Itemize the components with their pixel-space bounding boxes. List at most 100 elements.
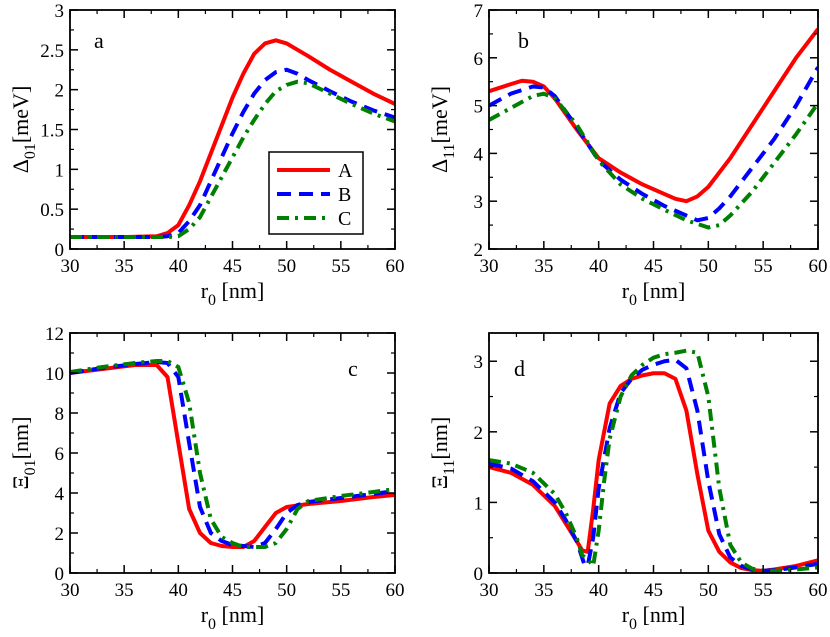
y-tick-label: 0 [55, 564, 65, 585]
x-tick-label: 50 [699, 256, 718, 277]
x-axis-title-sub: 0 [208, 616, 216, 633]
y-tick-label: 0 [474, 564, 484, 585]
y-axis-title: Ξ11[nm] [427, 417, 458, 489]
x-tick-label: 45 [223, 580, 242, 601]
x-tick-label: 50 [277, 580, 296, 601]
x-axis-title-unit: [nm] [637, 278, 685, 303]
y-tick-label: 2 [474, 423, 484, 444]
x-axis-title-main: r [622, 278, 630, 303]
y-tick-label: 10 [45, 364, 64, 385]
panel-label: c [348, 356, 358, 381]
x-tick-label: 40 [589, 580, 608, 601]
x-tick-label: 35 [534, 580, 553, 601]
y-tick-label: 2 [55, 81, 65, 102]
x-tick-label: 40 [589, 256, 608, 277]
y-axis-title: Ξ01[nm] [8, 417, 39, 490]
legend-label-c: C [338, 208, 351, 230]
y-tick-label: 1 [474, 493, 484, 514]
y-axis-title-unit: [meV] [427, 86, 452, 143]
y-axis-title-unit: [meV] [8, 86, 33, 143]
y-axis-title-main: Δ [8, 159, 33, 173]
y-axis-title-main: Ξ [427, 475, 452, 489]
x-tick-label: 45 [223, 256, 242, 277]
x-tick-label: 40 [169, 256, 188, 277]
x-tick-label: 60 [809, 580, 828, 601]
series-group [489, 27, 818, 230]
x-axis-title-main: r [201, 602, 209, 627]
x-axis-title-unit: [nm] [637, 602, 685, 627]
y-tick-label: 6 [55, 444, 65, 465]
x-axis-title-main: r [622, 602, 630, 627]
series-line-c [489, 348, 818, 573]
y-tick-label: 3 [474, 192, 484, 213]
y-tick-label: 6 [474, 49, 484, 70]
series-line-a [489, 371, 818, 573]
series-line-c [70, 359, 395, 549]
legend: ABC [268, 151, 364, 235]
y-tick-label: 2 [474, 240, 484, 261]
x-axis-title-main: r [201, 278, 209, 303]
panel-label: a [94, 28, 104, 53]
y-tick-label: 7 [474, 1, 484, 22]
series-line-b [489, 66, 818, 223]
y-axis-title: Δ01[meV] [8, 86, 39, 174]
y-tick-label: 0.5 [40, 200, 64, 221]
legend-label-a: A [338, 160, 353, 182]
y-axis-title-unit: [nm] [8, 417, 33, 460]
y-tick-label: 1 [55, 160, 65, 181]
series-group [70, 38, 395, 240]
x-tick-label: 30 [480, 580, 499, 601]
x-axis-title-unit: [nm] [216, 602, 264, 627]
x-axis-title-sub: 0 [208, 292, 216, 309]
y-tick-label: 0 [55, 240, 65, 261]
x-axis-title-sub: 0 [629, 616, 637, 633]
x-tick-label: 35 [115, 580, 134, 601]
x-tick-label: 30 [61, 256, 80, 277]
series-line-a [70, 363, 395, 549]
x-tick-label: 60 [386, 256, 405, 277]
x-tick-label: 55 [754, 256, 773, 277]
panel-label: d [514, 356, 525, 381]
series-line-c [70, 79, 395, 240]
y-axis-title: Δ11[meV] [427, 86, 458, 173]
y-axis-title-sub: 11 [441, 460, 458, 475]
x-tick-label: 35 [534, 256, 553, 277]
series-line-b [489, 357, 818, 573]
y-tick-label: 5 [474, 97, 484, 118]
y-tick-label: 3 [55, 1, 65, 22]
y-tick-label: 2 [55, 524, 65, 545]
x-tick-label: 45 [644, 256, 663, 277]
series-line-b [70, 360, 395, 549]
y-axis-title-main: Δ [427, 159, 452, 173]
series-line-c [489, 91, 818, 230]
y-axis-title-main: Ξ [8, 475, 33, 489]
x-tick-label: 45 [644, 580, 663, 601]
y-tick-label: 3 [474, 352, 484, 373]
x-axis-title: r0 [nm] [201, 602, 265, 633]
series-line-a [70, 38, 395, 240]
x-axis-title: r0 [nm] [622, 278, 686, 309]
x-tick-label: 30 [480, 256, 499, 277]
x-tick-label: 55 [331, 256, 350, 277]
series-line-a [489, 27, 818, 204]
y-axis-title-sub: 11 [441, 143, 458, 158]
x-axis-title: r0 [nm] [622, 602, 686, 633]
x-axis-title-sub: 0 [629, 292, 637, 309]
y-tick-label: 8 [55, 404, 65, 425]
y-axis-title-unit: [nm] [427, 417, 452, 460]
y-tick-label: 2.5 [40, 41, 64, 62]
y-tick-label: 4 [55, 484, 65, 505]
y-tick-label: 4 [474, 144, 484, 165]
x-tick-label: 55 [754, 580, 773, 601]
plot-frame [488, 332, 819, 574]
y-tick-label: 1.5 [40, 121, 64, 142]
plot-frame [488, 9, 819, 250]
panel-label: b [518, 28, 529, 53]
x-axis-title-unit: [nm] [216, 278, 264, 303]
y-axis-title-sub: 01 [22, 143, 39, 159]
y-axis-title-sub: 01 [22, 459, 39, 475]
